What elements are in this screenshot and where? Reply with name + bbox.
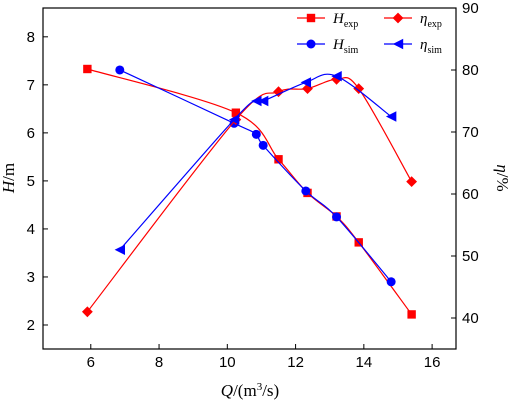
data-point: [301, 186, 311, 196]
data-point: [300, 77, 312, 88]
y-left-tick-label: 7: [27, 77, 35, 94]
legend-label: ηexp: [420, 11, 442, 30]
series-H-exp: [83, 64, 416, 319]
y-left-tick-label: 4: [27, 221, 35, 238]
x-tick-label: 8: [155, 354, 163, 371]
data-point: [273, 86, 284, 98]
x-tick-label: 12: [287, 354, 304, 371]
y-right-tick-label: 80: [462, 62, 479, 79]
data-point: [406, 176, 418, 187]
y-left-tick-label: 8: [27, 29, 35, 46]
y-right-tick-label: 90: [462, 0, 479, 17]
data-point: [258, 140, 268, 150]
data-point: [407, 310, 416, 319]
series-H-sim: [115, 65, 396, 287]
y-right-tick-label: 50: [462, 248, 479, 265]
legend-item: Hexp: [297, 11, 358, 30]
legend-label-sub: exp: [427, 19, 441, 30]
legend-label-main: H: [332, 11, 345, 27]
legend-label: Hexp: [332, 11, 358, 30]
series-eta-sim: [114, 71, 397, 255]
y-left-axis-title: H/m: [0, 163, 18, 194]
x-axis-title-tail: /s): [262, 381, 279, 400]
x-tick-label: 16: [424, 354, 441, 371]
y-left-tick-label: 2: [27, 317, 35, 334]
legend-label-sub: exp: [344, 19, 358, 30]
data-point: [302, 83, 313, 94]
data-point: [257, 95, 269, 107]
data-point: [115, 65, 125, 75]
data-point: [332, 212, 342, 222]
legend-label-main: η: [420, 37, 427, 53]
y-right-axis-title-unit: /%: [493, 173, 512, 192]
data-point: [231, 108, 241, 117]
data-point: [274, 155, 283, 164]
y-right-tick-label: 40: [462, 310, 479, 327]
x-axis-title: Q/(m3/s): [221, 381, 279, 400]
legend-marker: [392, 12, 404, 24]
data-point: [331, 71, 342, 82]
legend-marker: [392, 38, 404, 50]
legend-label-sub: sim: [344, 45, 359, 56]
data-point: [353, 83, 365, 94]
y-left-tick-label: 3: [27, 269, 35, 286]
legend-item: Hsim: [297, 37, 359, 56]
data-point: [83, 64, 92, 74]
x-tick-label: 6: [87, 354, 95, 371]
data-point: [251, 129, 261, 139]
data-point: [81, 306, 93, 318]
legend-marker: [306, 13, 316, 23]
legend-label: ηsim: [420, 37, 442, 56]
y-right-axis-title-var: η: [493, 164, 512, 172]
legend-label-main: H: [332, 37, 345, 53]
legend-item: ηexp: [384, 11, 442, 30]
x-tick-label: 10: [219, 354, 236, 371]
x-axis-title-var: Q: [221, 381, 233, 400]
x-axis-title-unit: /(m: [233, 381, 257, 400]
legend-label: Hsim: [332, 37, 359, 56]
series-line: [87, 68, 413, 315]
y-left-tick-label: 5: [27, 173, 35, 190]
plot-frame: [42, 7, 457, 350]
legend-marker: [306, 39, 316, 49]
legend-label-main: η: [420, 11, 427, 27]
y-left-tick-label: 6: [27, 125, 35, 142]
y-right-axis-title: η/%: [493, 164, 512, 191]
series-layer: [81, 64, 418, 319]
legend-label-sub: sim: [427, 45, 442, 56]
y-right-tick-label: 70: [462, 124, 479, 141]
legend-item: ηsim: [384, 37, 442, 56]
y-left-axis-title-var: H: [0, 179, 18, 194]
data-point: [386, 277, 396, 287]
x-tick-label: 14: [355, 354, 372, 371]
data-point: [251, 95, 262, 107]
series-eta-exp: [81, 73, 418, 318]
data-point: [228, 114, 240, 125]
x-axis-title-sup: 3: [257, 381, 263, 393]
y-right-tick-label: 60: [462, 186, 479, 203]
data-point: [385, 111, 397, 122]
ticks-layer: 6 8 10 12 14 16 2 3 4 5 6 7 8 40 50 60 70 80 90: [27, 0, 479, 371]
y-left-axis-title-unit: /m: [0, 163, 18, 181]
series-line: [86, 76, 413, 313]
data-point: [114, 244, 125, 255]
